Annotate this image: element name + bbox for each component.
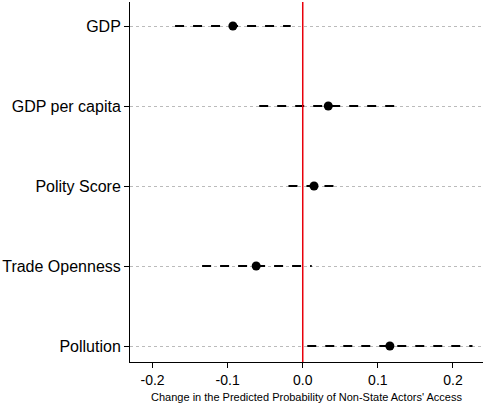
svg-text:Trade Openness: Trade Openness xyxy=(2,258,121,275)
svg-text:Polity Score: Polity Score xyxy=(35,178,120,195)
svg-text:-0.1: -0.1 xyxy=(216,372,240,388)
svg-text:GDP per capita: GDP per capita xyxy=(12,98,121,115)
svg-text:Pollution: Pollution xyxy=(59,338,120,355)
svg-text:0.1: 0.1 xyxy=(368,372,388,388)
svg-text:-0.2: -0.2 xyxy=(140,372,164,388)
svg-text:0.0: 0.0 xyxy=(293,372,313,388)
svg-text:0.2: 0.2 xyxy=(443,372,463,388)
svg-text:Change in the Predicted Probab: Change in the Predicted Probability of N… xyxy=(151,391,462,403)
svg-text:GDP: GDP xyxy=(86,18,121,35)
